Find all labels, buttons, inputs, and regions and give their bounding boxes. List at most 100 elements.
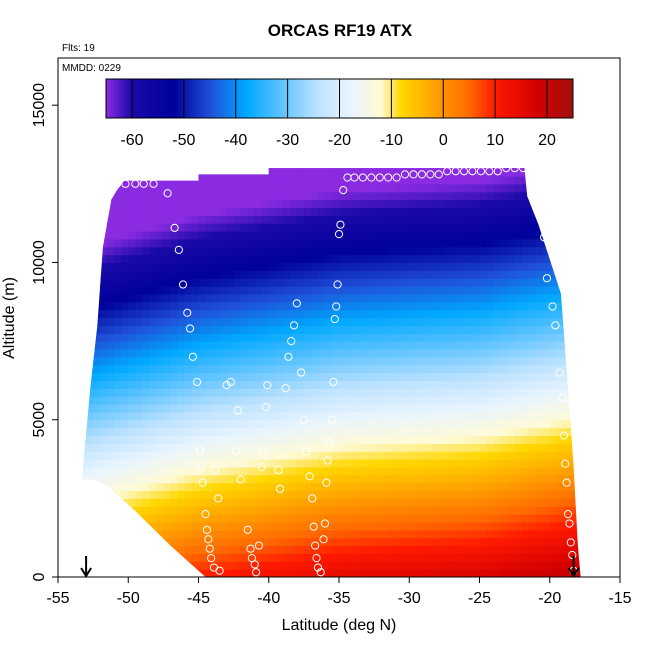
field-cell <box>296 451 305 460</box>
colorbar-segment <box>207 79 211 118</box>
field-cell <box>219 270 228 279</box>
field-cell <box>388 553 396 562</box>
field-cell <box>289 183 298 193</box>
field-cell <box>444 341 452 350</box>
field-cell <box>360 474 368 484</box>
field-cell <box>233 537 242 547</box>
field-cell <box>170 317 179 326</box>
field-cell <box>331 545 340 555</box>
field-cell <box>346 529 354 539</box>
field-cell <box>381 238 389 248</box>
field-cell <box>219 427 228 437</box>
field-cell <box>121 246 129 256</box>
field-cell <box>149 207 157 216</box>
field-cell <box>430 506 438 515</box>
field-cell <box>367 466 375 476</box>
field-cell <box>416 215 424 224</box>
field-cell <box>198 183 207 193</box>
field-cell <box>219 490 228 499</box>
field-cell <box>163 278 171 287</box>
field-cell <box>205 309 214 319</box>
field-cell <box>451 537 460 547</box>
field-cell <box>381 333 389 342</box>
observation-point <box>192 377 202 387</box>
field-cell <box>128 521 136 531</box>
field-cell <box>353 293 361 303</box>
field-cell <box>437 238 445 248</box>
field-cell <box>282 270 291 279</box>
field-cell <box>493 356 502 366</box>
field-cell <box>458 474 467 484</box>
field-cell <box>542 246 551 256</box>
field-cell <box>282 238 291 248</box>
field-cell <box>233 569 242 577</box>
field-cell <box>198 545 207 555</box>
field-cell <box>86 286 94 295</box>
field-cell <box>163 411 171 421</box>
field-cell <box>570 419 579 429</box>
field-cell <box>212 348 221 358</box>
field-cell <box>423 474 431 484</box>
field-cell <box>374 254 382 264</box>
field-cell <box>93 254 101 264</box>
field-cell <box>331 191 340 201</box>
field-cell <box>542 419 551 429</box>
field-cell <box>191 380 200 389</box>
observation-point <box>149 179 158 188</box>
observation-point <box>296 368 306 377</box>
field-cell <box>367 372 375 382</box>
field-cell <box>205 278 214 287</box>
field-cell <box>500 191 509 201</box>
field-cell <box>458 364 467 374</box>
field-cell <box>317 356 326 366</box>
field-cell <box>409 286 417 295</box>
field-cell <box>135 333 143 342</box>
field-cell <box>535 451 544 460</box>
field-cell <box>100 553 108 562</box>
field-cell <box>282 451 291 460</box>
field-cell <box>444 238 452 248</box>
field-cell <box>191 553 200 562</box>
field-cell <box>212 451 221 460</box>
field-cell <box>388 482 396 492</box>
field-cell <box>409 545 417 555</box>
field-cell <box>289 419 298 429</box>
field-cell <box>135 388 143 397</box>
field-cell <box>360 262 368 271</box>
field-cell <box>360 356 368 366</box>
field-cell <box>416 498 424 507</box>
field-cell <box>149 474 157 484</box>
field-cell <box>93 411 101 421</box>
field-cell <box>170 348 179 358</box>
field-cell <box>500 514 509 523</box>
field-cell <box>303 231 312 240</box>
field-cell <box>247 482 256 492</box>
field-cell <box>409 246 417 256</box>
field-cell <box>444 427 452 437</box>
colorbar-segment <box>201 79 206 118</box>
field-cell <box>493 215 502 224</box>
field-cell <box>388 325 396 334</box>
field-cell <box>423 380 431 389</box>
field-cell <box>142 325 150 334</box>
field-cell <box>500 262 509 271</box>
field-cell <box>570 443 579 452</box>
field-cell <box>381 207 389 216</box>
field-cell <box>395 537 403 547</box>
field-cell <box>289 514 298 523</box>
field-cell <box>472 388 481 397</box>
field-cell <box>135 561 143 570</box>
observation-point <box>309 522 318 531</box>
field-cell <box>121 364 129 374</box>
field-cell <box>219 278 228 287</box>
field-cell <box>472 443 481 452</box>
field-cell <box>437 215 445 224</box>
field-cell <box>409 341 417 350</box>
field-cell <box>156 333 164 342</box>
field-cell <box>556 254 565 264</box>
field-cell <box>100 262 108 271</box>
field-cell <box>381 419 389 429</box>
field-cell <box>114 419 122 429</box>
chart-title: ORCAS RF19 ATX <box>268 21 413 40</box>
field-cell <box>268 262 277 271</box>
